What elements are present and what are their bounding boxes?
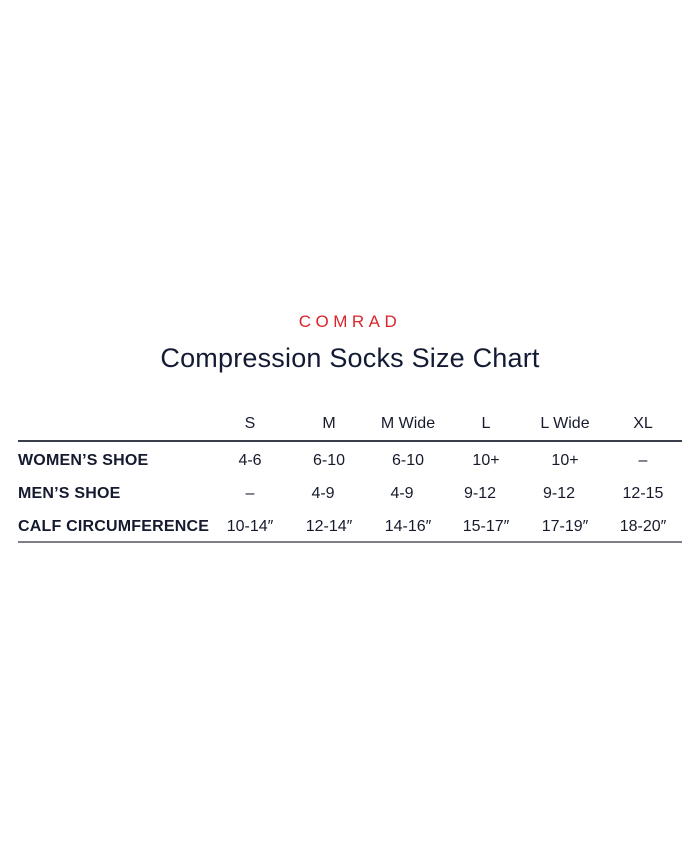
- table-cell: 10+: [551, 452, 579, 469]
- column-header-l: L: [481, 415, 491, 432]
- column-header-m: M: [322, 415, 336, 432]
- page-title: Compression Socks Size Chart: [160, 343, 540, 373]
- table-cell: 14-16″: [384, 518, 432, 535]
- column-header-xl: XL: [633, 415, 653, 432]
- table-cell: 10+: [472, 452, 500, 469]
- brand-logo: COMRAD: [298, 312, 402, 331]
- table-row-mens-shoe: MEN’S SHOE – 4-9 4-9 9-12 9-12 12-15: [18, 479, 682, 512]
- table-row-womens-shoe: WOMEN’S SHOE 4-6 6-10 6-10 10+ 10+ –: [18, 446, 682, 479]
- bottom-divider: [18, 541, 682, 543]
- column-header-m-wide: M Wide: [380, 415, 436, 432]
- table-cell: 10-14″: [226, 518, 274, 535]
- table-cell: 4-9: [311, 485, 335, 502]
- table-row-calf-circumference: CALF CIRCUMFERENCE 10-14″ 12-14″ 14-16″ …: [18, 512, 682, 545]
- row-label: MEN’S SHOE: [18, 485, 121, 502]
- row-label: WOMEN’S SHOE: [18, 452, 149, 469]
- table-cell: 18-20″: [619, 518, 667, 535]
- table-cell: 12-15: [622, 485, 664, 502]
- header-divider: [18, 440, 682, 442]
- size-chart-table: S M M Wide L L Wide XL WOMEN’S SHOE 4-6 …: [18, 410, 682, 543]
- table-cell: 6-10: [312, 452, 346, 469]
- table-cell: 15-17″: [462, 518, 510, 535]
- table-cell: 9-12: [463, 485, 497, 502]
- table-cell: 9-12: [542, 485, 576, 502]
- table-cell: 17-19″: [541, 518, 589, 535]
- header-row: S M M Wide L L Wide XL: [18, 410, 682, 440]
- table-cell: 4-6: [238, 452, 262, 469]
- table-cell: –: [245, 485, 255, 502]
- column-header-l-wide: L Wide: [540, 415, 590, 432]
- table-cell: 4-9: [390, 485, 414, 502]
- table-cell: –: [638, 452, 648, 469]
- table-cell: 6-10: [391, 452, 425, 469]
- column-header-s: S: [244, 415, 256, 432]
- table-cell: 12-14″: [305, 518, 353, 535]
- row-label: CALF CIRCUMFERENCE: [18, 518, 210, 535]
